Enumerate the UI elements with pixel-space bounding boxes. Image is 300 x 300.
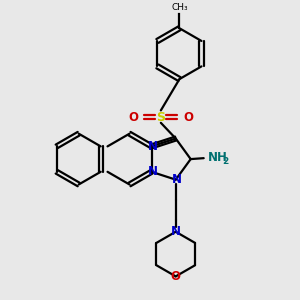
Text: CH₃: CH₃ bbox=[171, 3, 188, 12]
Text: S: S bbox=[156, 111, 165, 124]
Text: N: N bbox=[172, 173, 182, 186]
Text: NH: NH bbox=[208, 151, 228, 164]
Text: O: O bbox=[171, 270, 181, 283]
Text: O: O bbox=[129, 111, 139, 124]
Text: 2: 2 bbox=[223, 158, 229, 166]
Text: O: O bbox=[183, 111, 193, 124]
Text: N: N bbox=[171, 225, 181, 238]
Text: N: N bbox=[148, 140, 158, 153]
Text: N: N bbox=[148, 165, 158, 178]
